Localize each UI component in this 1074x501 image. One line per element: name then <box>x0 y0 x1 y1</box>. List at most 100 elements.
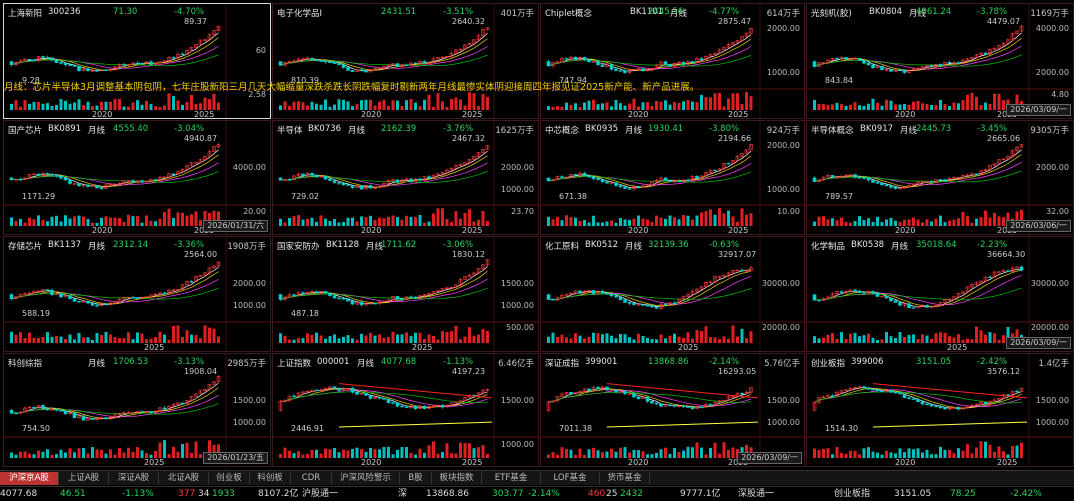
volume-bar <box>907 448 911 458</box>
volume-bar <box>319 453 323 458</box>
volume-bar <box>324 99 327 110</box>
candle <box>319 60 323 62</box>
chart-panel-12[interactable]: 化学制品 BK0538 月线 35018.64 -2.23% 36664.30 30000.… <box>806 236 1074 352</box>
volume-bar <box>346 101 350 110</box>
candle <box>609 64 614 70</box>
volume-bar <box>560 106 564 110</box>
volume-bar <box>364 335 368 343</box>
volume-bar <box>695 330 699 343</box>
chart-panel-10[interactable]: 国家安防办 BK1128 月线 1711.62 -3.06% 1830.12 487.18 1… <box>272 236 539 352</box>
candle <box>50 289 54 295</box>
tab-6[interactable]: 科创板 <box>250 472 291 485</box>
candle <box>961 407 965 410</box>
candle <box>929 181 934 183</box>
candle <box>650 401 654 404</box>
volume-bar <box>414 454 417 458</box>
sh-index-change: 46.51 <box>60 489 86 499</box>
chart-panel-14[interactable]: 上证指数 000001 月线 4077.68 -1.13% 6.46亿手 4197.23 24… <box>272 353 539 467</box>
tab-13[interactable]: 货币基金 <box>600 472 650 485</box>
chart-panel-5[interactable]: 国产芯片 BK0891 月线 4555.40 -3.04% 4940.87 1171.29 4… <box>3 120 271 235</box>
candle <box>695 406 699 409</box>
tab-3[interactable]: 深证A股 <box>109 472 159 485</box>
volume-bar <box>463 105 467 110</box>
volume-bar <box>486 97 489 110</box>
tab-5[interactable]: 创业板 <box>209 472 250 485</box>
volume-bar <box>583 220 586 226</box>
volume-bar <box>596 222 600 226</box>
volume-bar <box>718 208 721 226</box>
tab-4[interactable]: 北证A股 <box>159 472 209 485</box>
volume-bar <box>731 93 735 110</box>
volume-bar <box>551 332 555 343</box>
chart-panel-11[interactable]: 化工原料 BK0512 月线 32139.36 -0.63% 32917.07 30000.… <box>540 236 805 352</box>
period-label: 月线 <box>357 359 375 369</box>
candle <box>582 388 587 392</box>
tab-9[interactable]: B股 <box>400 472 432 485</box>
sh-connect-label[interactable]: 沪股通一 <box>302 489 339 499</box>
volume-bar <box>185 215 189 226</box>
volume-bar <box>1002 100 1005 110</box>
ma-line <box>280 150 488 188</box>
candle <box>686 61 690 66</box>
candle <box>817 62 821 67</box>
tab-12[interactable]: LOF基金 <box>541 472 600 485</box>
volume-bar <box>898 332 902 343</box>
candle <box>207 151 212 157</box>
tab-8[interactable]: 沪深风险警示 <box>332 472 400 485</box>
tab-7[interactable]: CDR <box>291 472 332 485</box>
chart-panel-4[interactable]: 光刻机(胶) BK0804 月线 4061.24 -3.78% 1169万手 4479.07… <box>806 3 1074 119</box>
candle <box>744 32 749 37</box>
volume-bar <box>68 218 72 226</box>
candle <box>131 62 135 65</box>
chart-panel-16[interactable]: 创业板指 399006 3151.05 -2.42% 1.4亿手 3576.12 1514.… <box>806 353 1074 467</box>
tab-11[interactable]: ETF基金 <box>482 472 541 485</box>
candle <box>713 276 717 283</box>
candle <box>916 399 920 402</box>
chart-panel-8[interactable]: 半导体概念 BK0917 月线 2445.73 -3.45% 9305万手 2665.06 7… <box>806 120 1074 235</box>
chart-panel-1[interactable]: 上海新阳 300236 71.30 -4.70% 89.37 9.28 60 2.58 2020… <box>3 3 271 119</box>
volume-bar <box>37 215 40 226</box>
tab-10[interactable]: 板块指数 <box>432 472 482 485</box>
sz-up-count: 460 <box>588 489 606 499</box>
volume-bar <box>948 449 951 458</box>
candle <box>404 406 409 408</box>
candle <box>54 408 59 411</box>
candle <box>117 298 122 303</box>
volume-bar <box>867 333 870 343</box>
chart-panel-9[interactable]: 存储芯片 BK1137 月线 2312.14 -3.36% 1908万手 2564.00 58… <box>3 236 271 352</box>
tab-2[interactable]: 上证A股 <box>59 472 109 485</box>
chart-panel-3[interactable]: Chiplet概念 BK1101 月线 2445.56 -4.77% 614万手 2875.… <box>540 3 805 119</box>
y-axis-label: 1500.00 <box>1035 396 1069 405</box>
volume-bar <box>583 102 586 110</box>
tab-1[interactable]: 沪深京A股 <box>0 472 59 485</box>
candle <box>68 179 72 184</box>
volume-bar <box>23 451 27 458</box>
candle <box>875 182 880 184</box>
high-label: 4940.87 <box>184 134 218 143</box>
sz-connect-label[interactable]: 深股通一 <box>738 489 775 499</box>
volume-bar <box>163 440 166 458</box>
volume-bar <box>208 327 211 343</box>
volume-bar <box>822 103 825 110</box>
chart-panel-6[interactable]: 半导体 BK0736 月线 2162.39 -3.76% 1625万手 2467.32 729… <box>272 120 539 235</box>
chart-panel-15[interactable]: 深证成指 399001 13868.86 -2.14% 5.76亿手 16293.05 70… <box>540 353 805 467</box>
candle <box>862 386 866 389</box>
chart-panel-2[interactable]: 电子化学品I 2431.51 -3.51% 401万手 2640.32 810.39 202… <box>272 3 539 119</box>
volume-bar <box>283 447 287 458</box>
volume-bar <box>41 451 45 458</box>
volume-bar <box>979 217 983 226</box>
candle <box>283 62 287 66</box>
candle <box>391 402 395 404</box>
volume-bar <box>1006 454 1010 458</box>
candle <box>889 389 893 393</box>
volume-bar <box>587 449 591 458</box>
volume-bar <box>569 449 573 458</box>
candle <box>979 280 983 284</box>
candle <box>681 296 686 300</box>
volume-bar <box>77 99 81 110</box>
candle <box>654 179 659 183</box>
volume-bar <box>903 452 906 458</box>
chart-panel-7[interactable]: 中芯概念 BK0935 月线 1930.41 -3.80% 924万手 2194.66 671… <box>540 120 805 235</box>
security-name: 创业板指 <box>811 359 846 369</box>
chart-panel-13[interactable]: 科创综指 月线 1706.53 -3.13% 2985万手 1908.04 754.50 15… <box>3 353 271 467</box>
